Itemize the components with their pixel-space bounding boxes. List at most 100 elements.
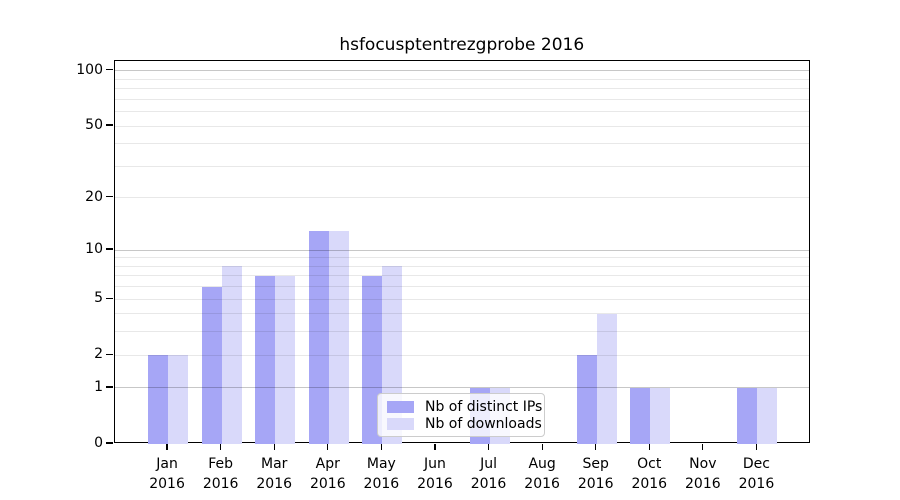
x-tick-month: Jun (424, 456, 446, 472)
minor-gridline (114, 165, 809, 167)
y-tick-label: 20 (85, 188, 103, 205)
x-tick-month: Jul (480, 456, 497, 472)
x-tick-year: 2016 (149, 476, 185, 493)
x-tick-year: 2016 (524, 476, 560, 493)
x-tick-label-jul: Jul 2016 (459, 454, 519, 495)
bar-downloads-feb (221, 266, 242, 444)
x-tick-month: Mar (261, 456, 288, 472)
minor-gridline (114, 286, 809, 288)
x-tick-year: 2016 (685, 476, 721, 493)
bar-distinct-ips-feb (201, 286, 222, 444)
x-tick-label-oct: Oct 2016 (619, 454, 679, 495)
legend-swatch-distinct-ips (387, 400, 414, 413)
legend-label-distinct-ips: Nb of distinct IPs (425, 398, 543, 415)
bar-downloads-oct (650, 387, 671, 444)
minor-gridline (114, 275, 809, 277)
y-tick-label: 0 (94, 435, 103, 451)
y-tick-mark (106, 442, 113, 444)
x-tick-year: 2016 (256, 476, 293, 493)
x-tick-month: Aug (528, 456, 556, 472)
x-tick-label-jan: Jan 2016 (137, 454, 197, 495)
x-tick-label-dec: Dec 2016 (726, 454, 786, 495)
y-tick-mark (106, 124, 113, 126)
x-tick-month: May (366, 456, 396, 472)
minor-gridline (114, 298, 809, 300)
x-tick-label-aug: Aug 2016 (512, 454, 572, 495)
x-tick-mark (595, 443, 597, 450)
bar-downloads-mar (275, 275, 296, 444)
x-tick-month: Oct (637, 456, 662, 472)
x-tick-month: Feb (208, 456, 234, 472)
x-tick-month: Dec (742, 456, 770, 472)
minor-gridline (114, 78, 809, 80)
minor-gridline (114, 354, 809, 356)
x-tick-mark (487, 443, 490, 450)
x-tick-mark (327, 443, 329, 450)
major-gridline (114, 387, 809, 389)
minor-gridline (114, 143, 809, 145)
bar-downloads-jan (168, 355, 189, 444)
bar-distinct-ips-jan (148, 355, 169, 444)
bar-downloads-sep (596, 313, 617, 444)
x-tick-year: 2016 (202, 476, 239, 493)
x-tick-mark (273, 443, 275, 450)
x-tick-label-feb: Feb 2016 (191, 454, 251, 495)
major-gridline (114, 70, 809, 72)
y-tick-label: 5 (94, 290, 103, 307)
y-tick-mark (106, 196, 113, 198)
x-tick-label-nov: Nov 2016 (673, 454, 733, 495)
bar-distinct-ips-mar (255, 275, 276, 444)
x-tick-mark (755, 443, 757, 450)
y-tick-mark (106, 386, 113, 388)
legend-swatch-downloads (387, 417, 414, 430)
x-tick-mark (541, 443, 543, 450)
bar-distinct-ips-apr (308, 230, 329, 444)
x-tick-label-may: May 2016 (351, 454, 411, 495)
y-tick-label: 50 (85, 117, 103, 134)
x-tick-mark (648, 443, 650, 450)
minor-gridline (114, 257, 809, 259)
x-tick-mark (380, 443, 382, 450)
x-tick-year: 2016 (417, 476, 453, 493)
minor-gridline (114, 111, 809, 113)
legend: Nb of distinct IPs Nb of downloads (377, 393, 545, 437)
x-tick-label-sep: Sep 2016 (566, 454, 626, 495)
x-tick-year: 2016 (631, 476, 668, 493)
chart-title: hsfocusptentrezgprobe 2016 (339, 35, 585, 55)
x-tick-month: Apr (315, 456, 340, 472)
x-tick-year: 2016 (470, 476, 507, 493)
minor-gridline (114, 313, 809, 315)
bar-distinct-ips-sep (576, 355, 597, 444)
x-tick-mark (220, 443, 222, 450)
minor-gridline (114, 197, 809, 199)
minor-gridline (114, 265, 809, 267)
y-tick-label: 100 (76, 61, 103, 78)
y-tick-mark (106, 353, 113, 355)
x-tick-mark (434, 443, 436, 450)
y-tick-mark (106, 69, 113, 71)
x-tick-month: Nov (689, 456, 717, 472)
minor-gridline (114, 331, 809, 333)
x-tick-label-mar: Mar 2016 (244, 454, 304, 495)
minor-gridline (114, 98, 809, 100)
legend-item-distinct-ips: Nb of distinct IPs (387, 400, 542, 414)
x-tick-month: Sep (582, 456, 609, 472)
plot-area (113, 60, 810, 444)
y-tick-label: 10 (85, 241, 103, 258)
y-tick-mark (106, 297, 113, 299)
x-tick-mark (702, 443, 704, 450)
x-tick-year: 2016 (363, 476, 400, 493)
legend-label-downloads: Nb of downloads (425, 415, 542, 432)
bar-distinct-ips-oct (630, 387, 651, 444)
major-gridline (114, 249, 809, 251)
x-tick-label-jun: Jun 2016 (405, 454, 465, 495)
minor-gridline (114, 88, 809, 90)
minor-gridline (114, 125, 809, 127)
x-tick-mark (166, 443, 168, 450)
x-tick-month: Jan (156, 456, 178, 472)
y-tick-mark (106, 248, 113, 250)
y-tick-label: 2 (94, 346, 103, 363)
x-tick-year: 2016 (738, 476, 775, 493)
x-tick-year: 2016 (309, 476, 346, 493)
